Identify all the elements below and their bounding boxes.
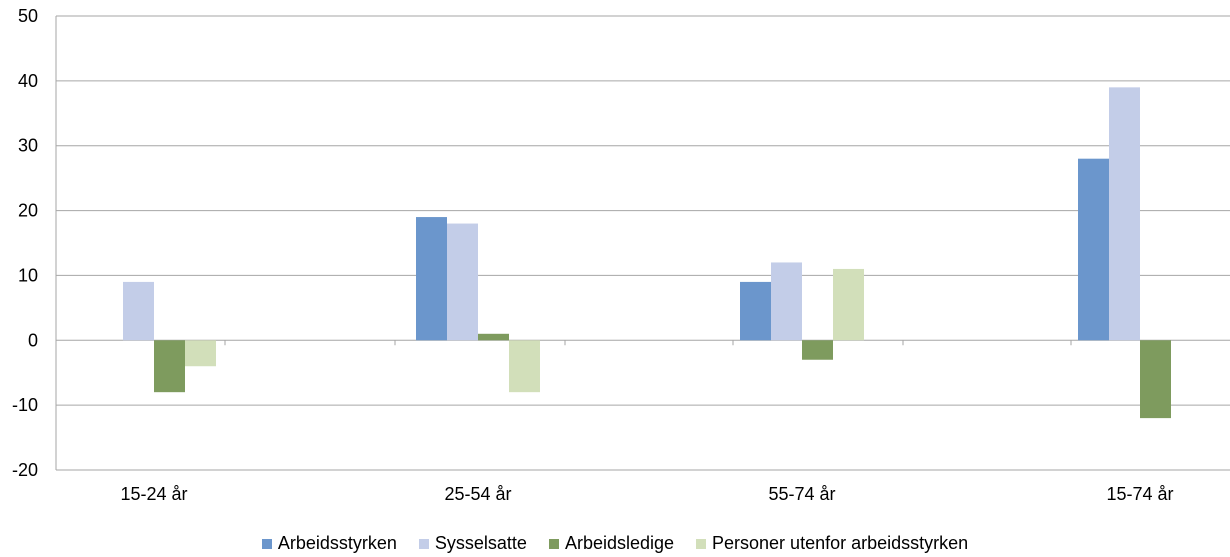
bar-arbeidsstyrken — [740, 281, 771, 341]
axis-labels: -20 -10 0 10 20 30 40 50 15-24 år 25-54 år 55-74 å… — [12, 6, 1174, 504]
bar-personer-utenfor-arbeidsstyrken — [509, 340, 540, 393]
legend-swatch — [261, 538, 272, 549]
bar-chart: -20 -10 0 10 20 30 40 50 15-24 år 25-54 år 55-74 å… — [12, 6, 1230, 504]
legend-item: Arbeidsstyrken — [261, 533, 397, 554]
y-tick-label: 40 — [18, 71, 38, 91]
y-tick-label: 0 — [28, 330, 38, 350]
legend-swatch — [696, 538, 707, 549]
y-tick-label: 50 — [18, 6, 38, 26]
legend-item: Arbeidsledige — [548, 533, 675, 554]
bar-arbeidsledige — [1140, 340, 1171, 419]
bar-personer-utenfor-arbeidsstyrken — [833, 268, 864, 341]
y-tick-label: -10 — [12, 395, 38, 415]
legend-item: Personer utenfor arbeidsstyrken — [696, 533, 968, 554]
bar-sysselsatte — [771, 262, 802, 341]
bar-sysselsatte — [123, 281, 154, 341]
bar-sysselsatte — [447, 223, 478, 341]
bar-arbeidsledige — [154, 340, 185, 393]
x-category-label: 25-54 år — [444, 484, 511, 504]
y-tick-label: 20 — [18, 201, 38, 221]
y-tick-label: 10 — [18, 265, 38, 285]
bar-arbeidsledige — [802, 340, 833, 360]
x-category-label: 15-74 år — [1106, 484, 1173, 504]
x-category-label: 55-74 år — [768, 484, 835, 504]
legend-label: Personer utenfor arbeidsstyrken — [712, 533, 969, 553]
x-category-label: 15-24 år — [120, 484, 187, 504]
legend-label: Sysselsatte — [434, 533, 527, 553]
legend-swatch — [548, 538, 559, 549]
legend-item: Sysselsatte — [418, 533, 527, 554]
legend-label: Arbeidsstyrken — [277, 533, 397, 553]
y-tick-label: 30 — [18, 136, 38, 156]
legend: Arbeidsstyrken Sysselsatte Arbeidsledige Pe… — [0, 533, 1230, 554]
bar-arbeidsstyrken — [1078, 158, 1109, 341]
gridlines — [56, 15, 1230, 471]
legend-label: Arbeidsledige — [564, 533, 675, 553]
bar-arbeidsstyrken — [416, 217, 447, 341]
bar-sysselsatte — [1109, 87, 1140, 341]
bar-personer-utenfor-arbeidsstyrken — [185, 340, 216, 367]
y-tick-label: -20 — [12, 460, 38, 480]
bar-arbeidsledige — [478, 333, 509, 341]
bars — [123, 87, 1171, 419]
axes — [55, 16, 1230, 470]
legend-swatch — [418, 538, 429, 549]
